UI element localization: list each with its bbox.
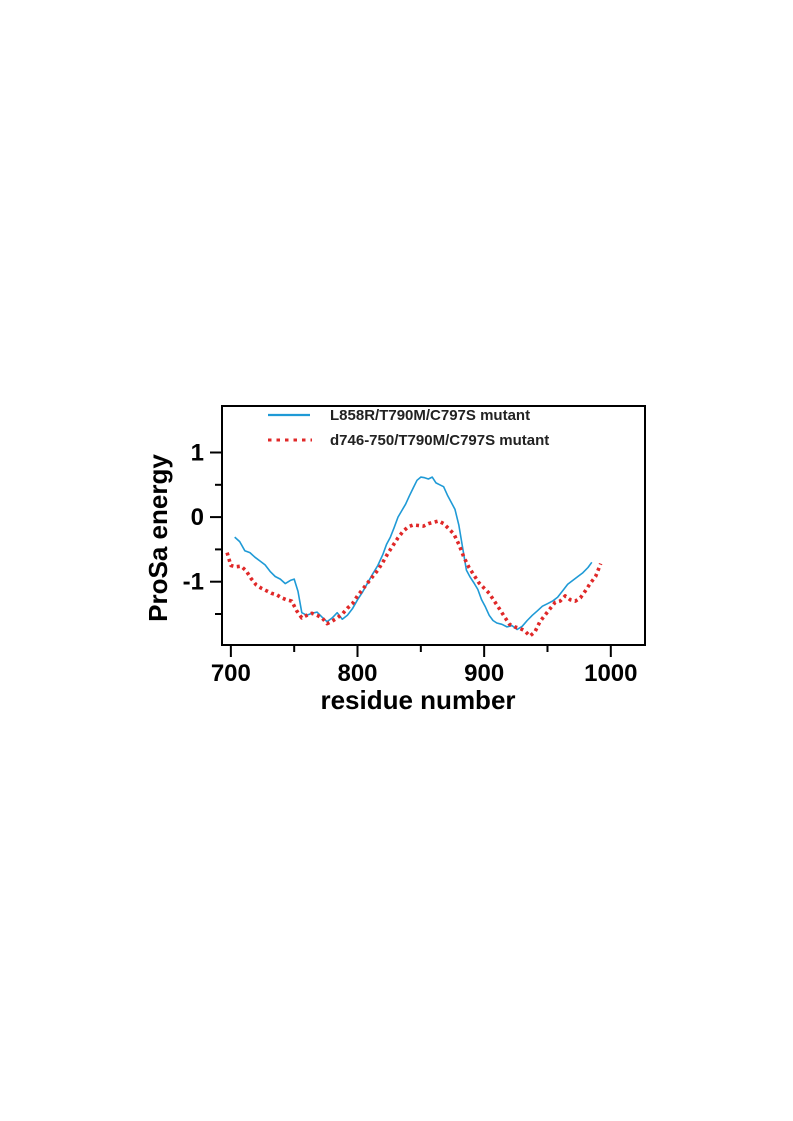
x-axis-ticks (229, 645, 612, 657)
plot-frame (221, 405, 646, 646)
x-tick-label: 800 (337, 660, 377, 687)
x-tick-label: 700 (211, 660, 251, 687)
x-axis-label: residue number (320, 685, 515, 715)
legend-label-series-2: d746-750/T790M/C797S mutant (330, 432, 549, 449)
x-tick-label: 900 (464, 660, 504, 687)
series-lines (225, 476, 603, 638)
y-axis-tick-labels: 1 0 -1 (183, 440, 204, 596)
x-axis-tick-labels: 700 800 900 1000 (211, 660, 638, 687)
y-tick-label: 1 (191, 440, 204, 467)
series-line-1 (234, 476, 593, 631)
legend-label-series-1: L858R/T790M/C797S mutant (330, 407, 530, 424)
y-tick-label: 0 (191, 504, 204, 531)
series-line-2 (225, 519, 603, 638)
y-axis-label: ProSa energy (143, 454, 173, 622)
legend: L858R/T790M/C797S mutant d746-750/T790M/… (268, 407, 549, 449)
y-axis-ticks (210, 451, 222, 615)
y-tick-label: -1 (183, 569, 204, 596)
x-tick-label: 1000 (584, 660, 637, 687)
